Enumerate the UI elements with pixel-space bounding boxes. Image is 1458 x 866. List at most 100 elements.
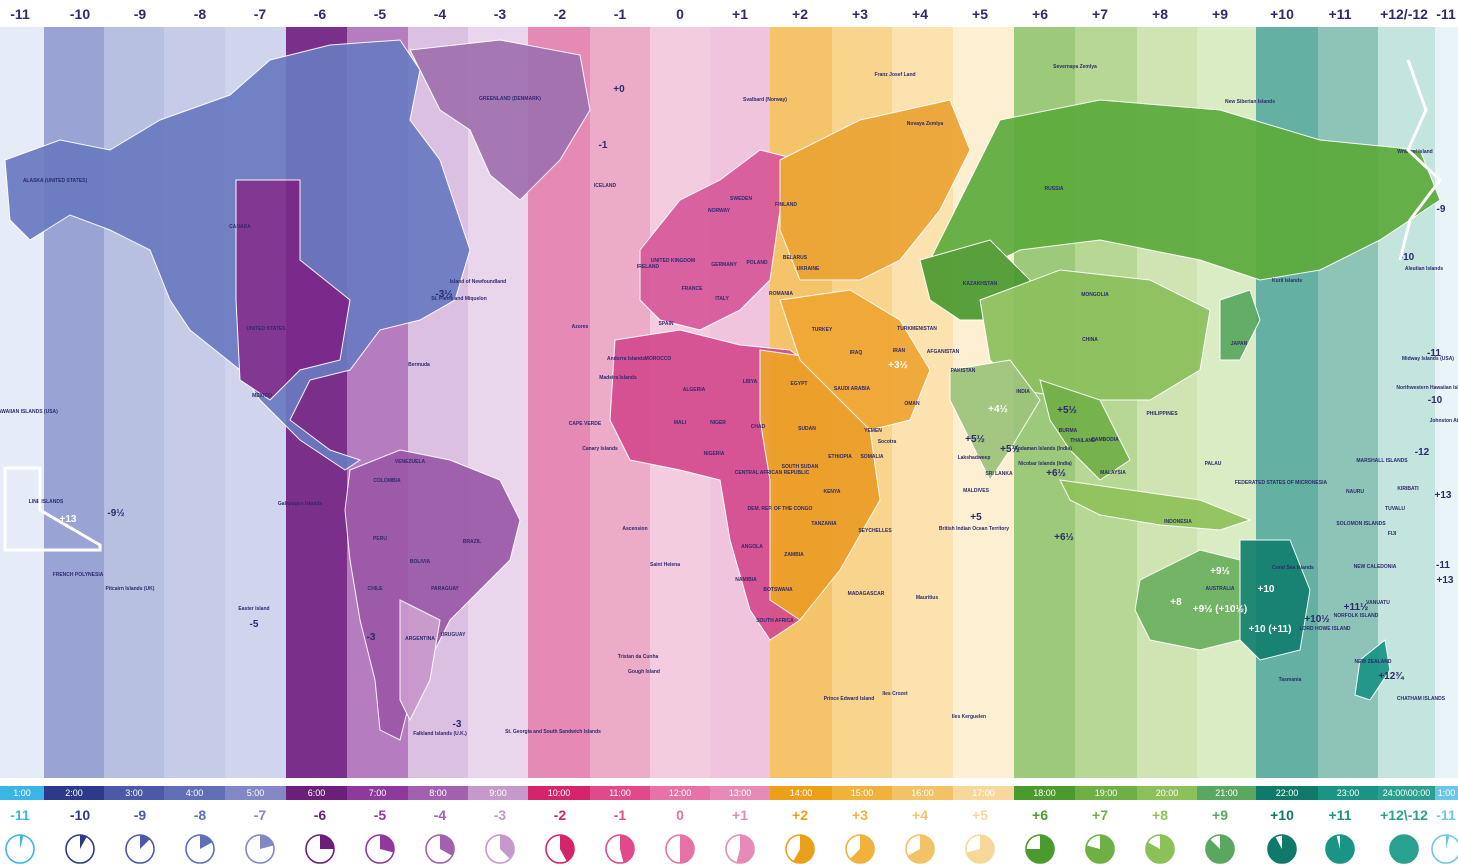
country-label: NIGERIA [704,451,725,457]
clock-icon [125,834,155,864]
top-offset-row: -11 -10 -9 -8 -7 -6 -5 -4 -3 -2 -1 0 +1 +2 +3 +4 +5 +6 +7 +… [10,6,1456,22]
clock-icon [1145,834,1175,864]
offset-marker: +3½ [888,360,908,371]
clock-icon [245,834,275,864]
new-zealand-landmass [1354,639,1391,701]
country-label: NEW ZEALAND [1355,659,1392,665]
strip-gap [0,778,1458,784]
country-label: CHINA [1082,337,1098,343]
top-offset-label: -3 [494,6,507,22]
top-offset-label: -11 [1436,6,1456,22]
top-offset-label: +1 [732,6,748,22]
offset-marker: +10 [1258,584,1275,595]
country-label: Severnaya Zemlya [1053,64,1097,70]
bottom-offset-label: -6 [314,807,327,823]
offset-marker: -11 [1436,560,1450,571]
clock-pies [5,834,1458,864]
clock-icon [905,834,935,864]
country-label: Ascension [622,526,647,532]
bottom-offset-label: 0 [676,807,684,823]
offset-marker: -3 [453,719,462,730]
country-label: ANGOLA [741,544,763,550]
top-offset-label: +3 [852,6,868,22]
country-label: ALASKA (UNITED STATES) [23,178,88,184]
clock-icon [605,834,635,864]
country-label: UNITED STATES [247,326,287,332]
country-label: SEYCHELLES [858,528,892,534]
offset-marker: +6½ [1054,532,1074,543]
clock-icon [185,834,215,864]
country-label: Coral Sea Islands [1272,565,1314,571]
offset-marker: +5 [970,512,982,523]
clock-icon [5,834,35,864]
country-label: St. Pierre and Miquelon [431,296,487,302]
offset-marker: +13 [1435,490,1452,501]
country-label: Svalbard (Norway) [743,97,787,103]
country-label: St. Georgia and South Sandwich Islands [505,729,601,735]
top-offset-label: -10 [70,6,90,22]
top-offset-label: -8 [194,6,207,22]
country-label: FIJI [1388,531,1397,537]
country-label: Madeira Islands [599,375,637,381]
time-label: 20:00 [1156,788,1179,798]
top-offset-label: -2 [554,6,567,22]
country-label: ALGERIA [683,387,706,393]
country-label: PHILIPPINES [1146,411,1178,417]
country-label: Falkland Islands (U.K.) [413,731,467,737]
country-label: KAZAKHSTAN [963,281,998,287]
top-offset-label: +10 [1270,6,1294,22]
offset-marker: +8 [1170,597,1182,608]
country-label: CHAD [751,424,766,430]
country-label: BELARUS [783,255,808,261]
country-label: Midway Islands (USA) [1402,356,1454,362]
offset-marker: +9½ (+10½) [1193,604,1247,615]
time-cell [590,786,650,800]
greenland-landmass [409,39,591,201]
time-label: 1:00 [1438,788,1456,798]
dateline-frame [3,466,102,552]
offset-marker: -5 [250,619,259,630]
country-labels: ALASKA (UNITED STATES) CANADA UNITED STATE… [0,64,1458,737]
country-label: IRAN [893,348,906,354]
bottom-offset-label: -8 [194,807,207,823]
time-cell [1435,786,1458,800]
country-label: ITALY [715,296,729,302]
country-label: GERMANY [711,262,737,268]
offset-marker: -9 [1437,204,1446,215]
south-america-tip-landmass [399,599,441,722]
country-label: COLOMBIA [373,478,401,484]
country-label: Lakshadweep [958,455,991,461]
bottom-offset-label: -9 [134,807,147,823]
time-cell [225,786,286,800]
country-label: SUDAN [798,426,816,432]
country-label: Galapagos Islands [278,501,322,507]
country-label: Nicobar Islands (India) [1018,461,1072,467]
bottom-offset-label: +2 [792,807,808,823]
clock-icon [305,834,335,864]
country-label: CENTRAL AFRICAN REPUBLIC [735,470,810,476]
central-usa-landmass [235,179,351,401]
country-label: MARSHALL ISLANDS [1356,458,1408,464]
time-cell [1075,786,1137,800]
country-label: NEW CALEDONIA [1354,564,1397,570]
top-offset-label: -9 [134,6,147,22]
country-label: Iles Kerguelen [952,714,986,720]
time-cell [286,786,347,800]
time-cell [347,786,408,800]
top-offset-label: +11 [1329,6,1352,22]
time-label: 1:00 [13,788,31,798]
country-label: LIBYA [743,379,758,385]
country-label: TANZANIA [811,521,837,527]
time-label: 7:00 [369,788,387,798]
bottom-offset-label: +1 [732,807,748,823]
time-label: 21:00 [1215,788,1238,798]
country-label: Gough Island [628,669,660,675]
time-cell [710,786,770,800]
country-label: New Siberian Islands [1225,99,1275,105]
offset-marker: -10 [1428,395,1443,406]
bottom-offset-label: +8 [1152,807,1168,823]
time-cell [528,786,590,800]
time-cell [1137,786,1197,800]
time-label: 12:00 [669,788,692,798]
